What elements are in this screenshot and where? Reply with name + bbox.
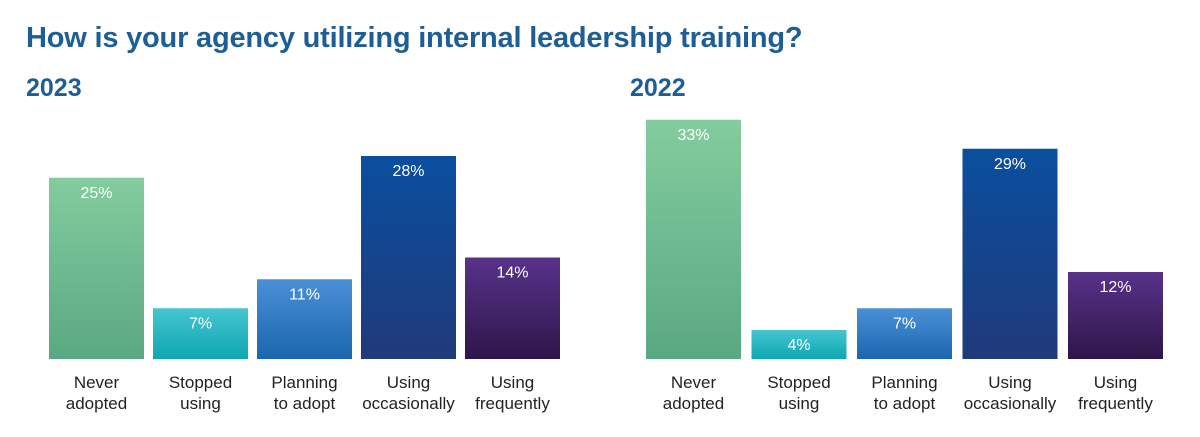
bar-planning-to-adopt-2023 <box>257 279 352 359</box>
category-label-using-occasionally-2022: occasionally <box>964 394 1057 413</box>
category-label-using-occasionally-2023: Using <box>387 373 430 392</box>
category-label-stopped-using-2023: using <box>180 394 221 413</box>
data-label-stopped-using-2022: 4% <box>787 337 810 354</box>
data-label-using-occasionally-2023: 28% <box>392 163 424 180</box>
category-label-using-frequently-2022: Using <box>1094 373 1137 392</box>
bar-never-adopted-2023 <box>49 177 144 359</box>
chart-title: How is your agency utilizing internal le… <box>26 22 803 54</box>
category-label-planning-to-adopt-2023: to adopt <box>274 394 336 413</box>
bar-using-frequently-2023 <box>465 257 560 359</box>
chart-2023: 25% Never adopted 7% Stopped using 11% Planning… <box>49 156 560 413</box>
chart-2023-title: 2023 <box>26 74 82 102</box>
category-label-never-adopted-2023: adopted <box>66 394 127 413</box>
category-label-using-occasionally-2023: occasionally <box>362 394 455 413</box>
data-label-using-occasionally-2022: 29% <box>994 156 1026 173</box>
category-label-stopped-using-2022: using <box>779 394 820 413</box>
data-label-planning-to-adopt-2022: 7% <box>893 315 916 332</box>
category-label-never-adopted-2022: Never <box>671 373 717 392</box>
category-label-using-frequently-2023: Using <box>491 373 534 392</box>
category-label-using-frequently-2022: frequently <box>1078 394 1153 413</box>
category-label-stopped-using-2022: Stopped <box>767 373 830 392</box>
category-label-stopped-using-2023: Stopped <box>169 373 232 392</box>
category-label-using-occasionally-2022: Using <box>988 373 1031 392</box>
chart-2022-title: 2022 <box>630 74 686 102</box>
bar-using-frequently-2022 <box>1068 272 1163 359</box>
bar-stopped-using-2023 <box>153 308 248 359</box>
category-label-never-adopted-2023: Never <box>74 373 120 392</box>
bar-stopped-using-2022 <box>751 330 847 359</box>
data-label-using-frequently-2023: 14% <box>496 265 528 282</box>
chart-2022: 33% Never adopted 4% Stopped using 7% Planning t… <box>646 119 1163 413</box>
category-label-never-adopted-2022: adopted <box>663 394 724 413</box>
bar-planning-to-adopt-2022 <box>857 308 952 359</box>
bar-using-occasionally-2023 <box>361 156 456 359</box>
data-label-never-adopted-2023: 25% <box>80 185 112 202</box>
category-label-planning-to-adopt-2022: to adopt <box>874 394 936 413</box>
category-label-planning-to-adopt-2022: Planning <box>871 373 937 392</box>
bar-using-occasionally-2022 <box>962 148 1058 359</box>
bar-never-adopted-2022 <box>646 119 741 359</box>
data-label-planning-to-adopt-2023: 11% <box>289 286 320 303</box>
data-label-using-frequently-2022: 12% <box>1099 279 1131 296</box>
category-label-using-frequently-2023: frequently <box>475 394 550 413</box>
data-label-never-adopted-2022: 33% <box>677 127 709 144</box>
data-label-stopped-using-2023: 7% <box>189 315 212 332</box>
category-label-planning-to-adopt-2023: Planning <box>271 373 337 392</box>
